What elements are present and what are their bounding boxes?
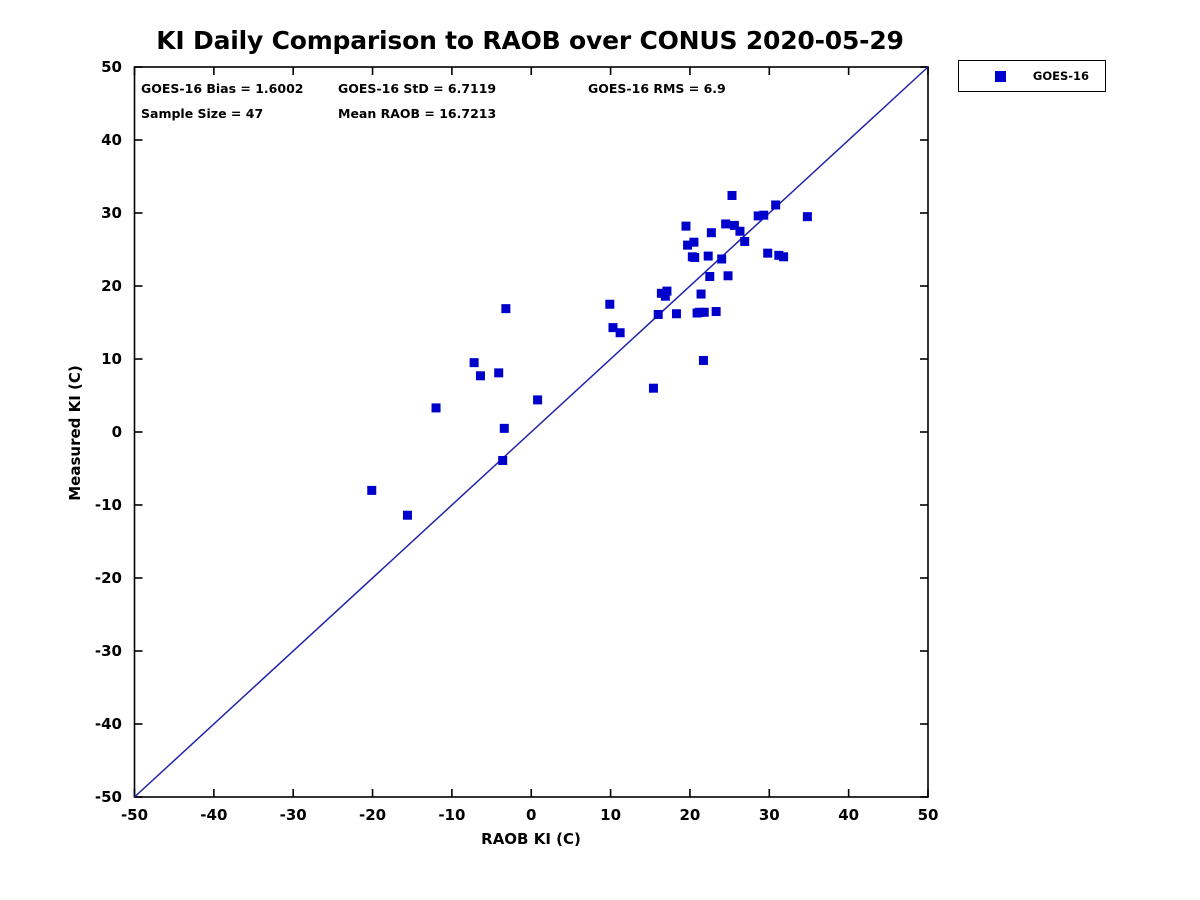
- data-point: [501, 304, 511, 314]
- y-tick-label: -20: [94, 569, 122, 587]
- data-point: [705, 272, 715, 282]
- x-tick-label: 30: [758, 806, 780, 824]
- data-point: [498, 455, 508, 465]
- data-point: [608, 323, 618, 333]
- data-point: [771, 200, 781, 210]
- data-point: [499, 423, 509, 433]
- data-point: [802, 212, 812, 222]
- x-tick-label: -30: [279, 806, 307, 824]
- data-point: [690, 253, 700, 263]
- x-tick-label: -40: [200, 806, 228, 824]
- y-tick-label: 40: [101, 131, 122, 149]
- data-point: [706, 228, 716, 238]
- data-point: [740, 236, 750, 246]
- data-point: [727, 190, 737, 200]
- y-tick-label: 20: [101, 277, 122, 295]
- y-tick-label: -40: [94, 715, 122, 733]
- data-point: [367, 485, 377, 495]
- data-point: [681, 221, 691, 231]
- data-point: [469, 358, 479, 368]
- data-point: [615, 328, 625, 338]
- data-point: [494, 368, 504, 378]
- x-tick-label: 10: [600, 806, 622, 824]
- data-point: [662, 286, 672, 296]
- annotation-mean-raob: Mean RAOB = 16.7213: [338, 106, 497, 121]
- data-point: [753, 211, 763, 221]
- data-point: [475, 371, 485, 381]
- data-point: [605, 299, 615, 309]
- scatter-points: [367, 190, 812, 520]
- annotation-rms: GOES-16 RMS = 6.9: [588, 81, 726, 96]
- x-tick-label: -10: [438, 806, 466, 824]
- data-point: [763, 248, 773, 258]
- data-point: [694, 307, 704, 317]
- x-tick-label: 20: [679, 806, 701, 824]
- data-point: [735, 226, 745, 236]
- data-point: [653, 309, 663, 319]
- data-point: [723, 271, 733, 281]
- data-point: [759, 210, 769, 220]
- annotation-std: GOES-16 StD = 6.7119: [338, 81, 497, 96]
- data-point: [648, 383, 658, 393]
- y-tick-label: 0: [111, 423, 122, 441]
- x-axis-label: RAOB KI (C): [481, 830, 581, 848]
- axis-ticks: [133, 66, 929, 798]
- data-point: [683, 240, 693, 250]
- data-point: [402, 510, 412, 520]
- data-point: [533, 395, 543, 405]
- data-point: [717, 254, 727, 264]
- data-point: [703, 251, 713, 261]
- x-tick-label: 40: [838, 806, 860, 824]
- legend-label-goes-16: GOES-16: [1032, 69, 1090, 83]
- x-tick-label: -20: [358, 806, 387, 824]
- x-tick-label: -50: [120, 806, 149, 824]
- y-tick-label: 30: [101, 204, 122, 222]
- x-tick-label: 50: [917, 806, 939, 824]
- data-point: [779, 252, 789, 262]
- y-tick-label: 10: [101, 350, 122, 368]
- annotation-sample-size: Sample Size = 47: [141, 106, 264, 121]
- x-tick-label: 0: [526, 806, 537, 824]
- data-point: [660, 291, 670, 301]
- y-tick-label: -10: [94, 496, 122, 514]
- y-tick-label: -30: [94, 642, 122, 660]
- page-title: KI Daily Comparison to RAOB over CONUS 2…: [156, 26, 904, 55]
- y-axis-label: Measured KI (C): [66, 365, 84, 501]
- reference-line: [133, 66, 929, 798]
- y-tick-label: 50: [101, 58, 122, 76]
- annotation-bias: GOES-16 Bias = 1.6002: [141, 81, 304, 96]
- data-point: [671, 309, 681, 319]
- data-point: [431, 403, 441, 413]
- data-point: [721, 219, 731, 229]
- data-point: [689, 237, 699, 247]
- data-point: [711, 307, 721, 317]
- data-point: [698, 355, 708, 365]
- y-tick-label: -50: [94, 788, 122, 806]
- legend-swatch-goes-16: [995, 71, 1006, 82]
- one-to-one-line: [133, 66, 929, 798]
- legend[interactable]: GOES-16: [958, 60, 1106, 92]
- data-point: [729, 220, 739, 230]
- data-point: [696, 289, 706, 299]
- data-point: [699, 307, 709, 317]
- data-point: [774, 250, 784, 260]
